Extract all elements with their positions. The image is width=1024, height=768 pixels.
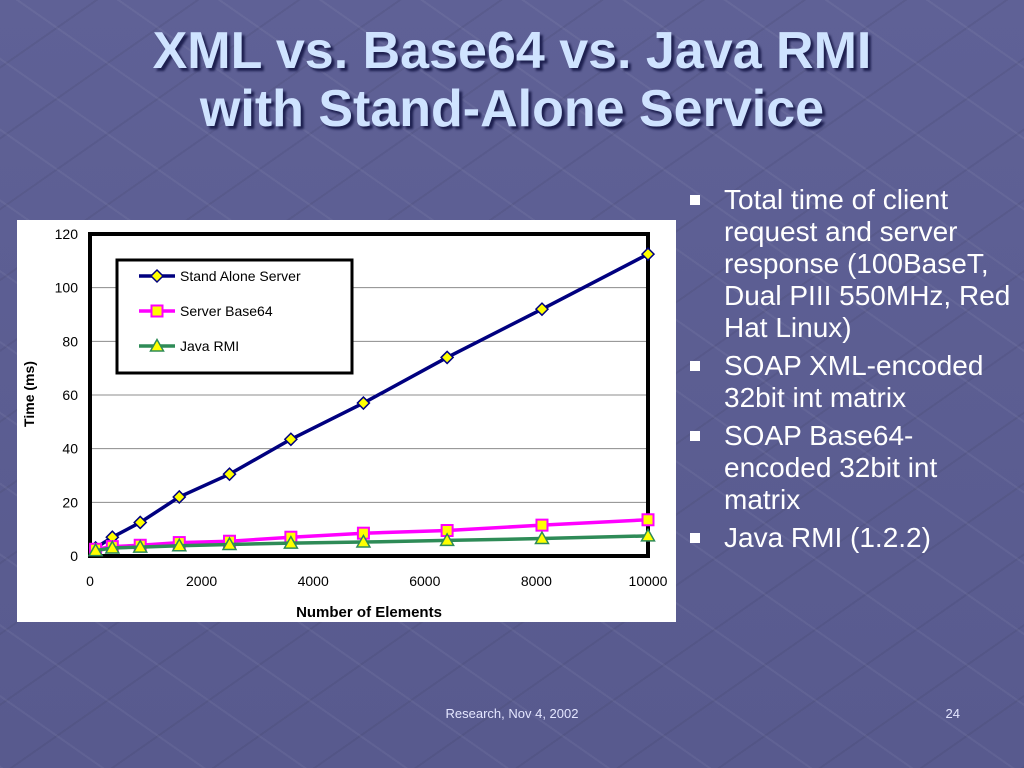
data-point	[221, 536, 238, 551]
legend-marker	[149, 337, 165, 352]
data-point	[641, 513, 655, 527]
series-layer	[87, 247, 656, 557]
series-java-rmi	[87, 527, 656, 557]
bullet-item: Java RMI (1.2.2)	[688, 522, 1020, 554]
legend-entry: Java RMI	[139, 337, 239, 354]
tick-labels: 0 20 40 60 80 100 120 0 2000 4000 6000 8000 10000	[55, 226, 668, 589]
y-tick-label: 80	[62, 333, 78, 349]
legend-entries: Stand Alone Server Server Base64 Java RMI	[139, 268, 301, 354]
slide-title-line-2: with Stand-Alone Service	[199, 80, 825, 138]
data-point	[222, 467, 237, 482]
y-axis-label: Time (ms)	[21, 361, 37, 427]
data-point	[132, 539, 149, 553]
bullet-item: SOAP XML-encoded 32bit int matrix	[688, 350, 1020, 414]
data-point	[534, 302, 550, 317]
x-tick-label: 0	[86, 573, 94, 589]
square-bullet-icon	[690, 533, 700, 543]
bullet-text: SOAP XML-encoded 32bit int matrix	[724, 350, 984, 413]
data-point	[171, 537, 188, 552]
x-tick-label: 4000	[298, 573, 329, 589]
page-number: 24	[945, 706, 960, 721]
footer-text: Research, Nov 4, 2002	[445, 706, 579, 721]
data-point	[640, 527, 656, 542]
square-bullet-icon	[690, 431, 700, 441]
data-point	[640, 247, 656, 262]
bullet-text: Java RMI (1.2.2)	[724, 522, 931, 553]
legend-label: Java RMI	[180, 338, 239, 354]
plot-area-border	[88, 232, 650, 558]
data-point	[283, 432, 298, 447]
legend: Stand Alone Server Server Base64 Java RMI	[115, 258, 354, 375]
data-point	[172, 489, 187, 505]
slide-title-line-1: XML vs. Base64 vs. Java RMI	[152, 22, 872, 80]
x-axis-label: Number of Elements	[296, 604, 442, 621]
data-point	[104, 539, 121, 554]
data-point	[439, 532, 455, 547]
data-point	[355, 534, 372, 548]
chart-panel: 0 20 40 60 80 100 120 0 2000 4000 6000 8000 10000 Nu…	[17, 220, 676, 622]
series-line	[95, 534, 649, 553]
bullet-item: SOAP Base64-encoded 32bit int matrix	[688, 420, 1020, 516]
square-bullet-icon	[690, 195, 700, 205]
data-point	[133, 515, 148, 530]
x-tick-label: 2000	[186, 573, 217, 589]
data-point	[283, 535, 299, 549]
y-tick-label: 0	[70, 548, 78, 564]
bullet-text: Total time of client request and server …	[724, 184, 1011, 343]
y-tick-label: 120	[55, 226, 79, 242]
bullet-item: Total time of client request and server …	[688, 184, 1020, 344]
x-tick-label: 8000	[521, 573, 552, 589]
series-line	[94, 252, 649, 550]
legend-entry: Stand Alone Server	[139, 268, 301, 284]
data-point	[87, 542, 104, 557]
line-chart: 0 20 40 60 80 100 120 0 2000 4000 6000 8000 10000 Nu…	[21, 226, 668, 621]
data-point	[535, 518, 549, 532]
legend-marker	[149, 268, 165, 284]
y-tick-label: 20	[62, 494, 78, 510]
x-tick-label: 6000	[409, 573, 440, 589]
y-tick-label: 100	[55, 280, 79, 296]
bullet-list: Total time of client request and server …	[688, 184, 1020, 560]
legend-label: Server Base64	[180, 303, 273, 319]
square-bullet-icon	[690, 361, 700, 371]
slide-title: XML vs. Base64 vs. Java RMI with Stand-A…	[0, 22, 1024, 138]
legend-marker	[150, 304, 164, 318]
legend-entry: Server Base64	[139, 303, 273, 319]
bullet-text: SOAP Base64-encoded 32bit int matrix	[724, 420, 938, 515]
y-tick-label: 60	[62, 387, 78, 403]
data-point	[534, 530, 550, 545]
y-tick-label: 40	[62, 441, 78, 457]
legend-label: Stand Alone Server	[180, 268, 301, 284]
data-point	[356, 395, 371, 411]
data-point	[440, 350, 455, 365]
x-tick-label: 10000	[629, 573, 668, 589]
